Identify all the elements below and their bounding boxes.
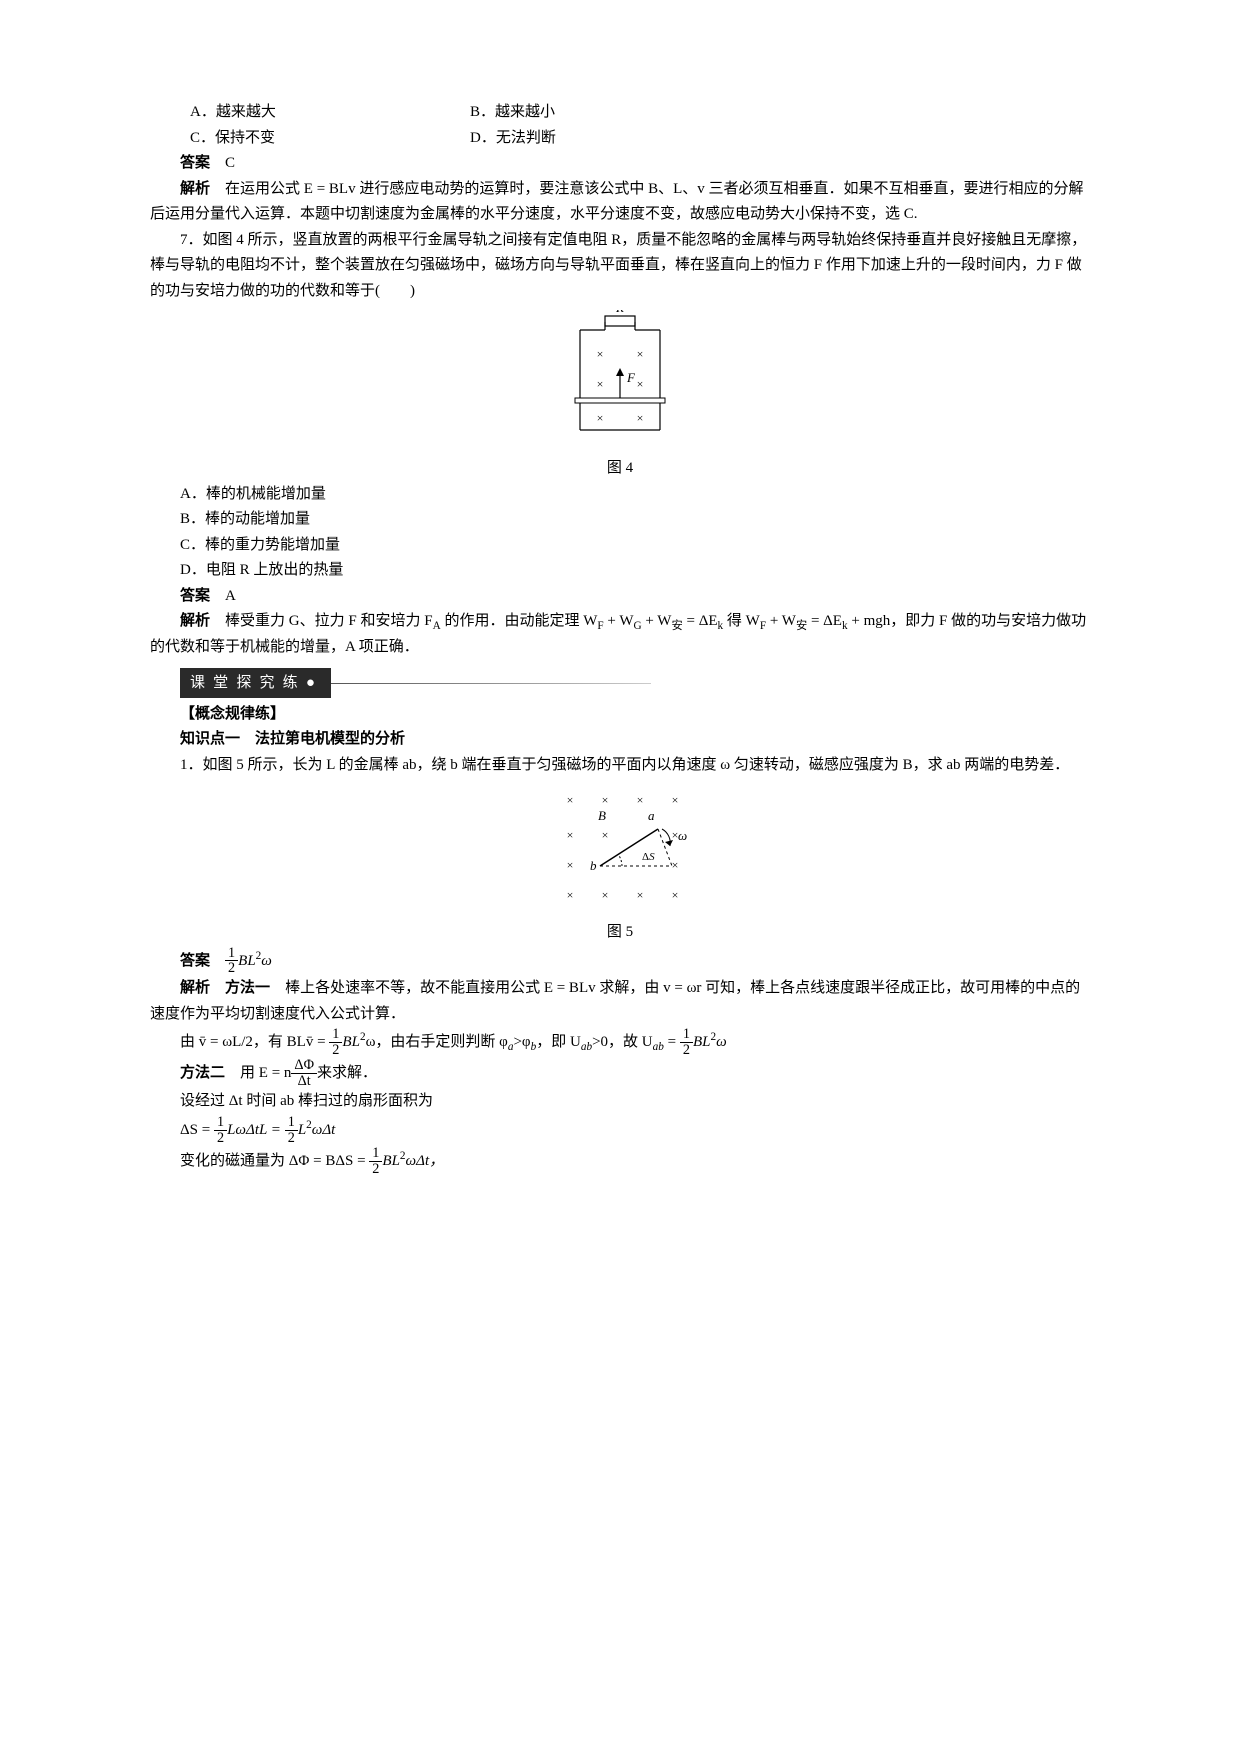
option-d: D．无法判断 (470, 126, 750, 152)
p1-method1: 解析 方法一 棒上各处速率不等，故不能直接用公式 E = BLv 求解，由 v … (150, 976, 1090, 1027)
svg-text:×: × (672, 793, 679, 807)
svg-text:×: × (567, 858, 574, 872)
svg-text:F: F (626, 370, 636, 385)
svg-text:ΔS: ΔS (642, 851, 655, 863)
q7-option-c: C．棒的重力势能增加量 (180, 533, 1090, 559)
svg-text:×: × (637, 347, 644, 361)
q7-option-d: D．电阻 R 上放出的热量 (180, 558, 1090, 584)
figure-5: ×××× ××× ×× ×××× B a ω b ΔS (150, 784, 1090, 914)
svg-text:b: b (590, 858, 597, 873)
answer-value: C (225, 155, 235, 171)
svg-text:×: × (637, 411, 644, 425)
p1-line5: 设经过 Δt 时间 ab 棒扫过的扇形面积为 (180, 1089, 1090, 1115)
section-banner: 课 堂 探 究 练 ● (180, 668, 331, 698)
p1-line7: 变化的磁通量为 ΔΦ = BΔS = 12BL2ωΔt， (180, 1146, 1090, 1177)
svg-text:×: × (602, 888, 609, 902)
q7-analysis: 解析 棒受重力 G、拉力 F 和安培力 FA 的作用．由动能定理 WF + WG… (150, 609, 1090, 660)
q6-answer: 答案 C (180, 151, 1090, 177)
svg-text:×: × (637, 793, 644, 807)
method1-label: 方法一 (225, 980, 270, 996)
p1-answer: 答案 12BL2ω (180, 946, 1090, 977)
option-c: C．保持不变 (190, 126, 470, 152)
q6-options: A．越来越大 B．越来越小 (190, 100, 1090, 126)
svg-text:×: × (637, 888, 644, 902)
option-a: A．越来越大 (190, 100, 470, 126)
svg-text:×: × (602, 793, 609, 807)
svg-text:×: × (672, 858, 679, 872)
q7-option-b: B．棒的动能增加量 (180, 507, 1090, 533)
q7-answer: 答案 A (180, 584, 1090, 610)
answer-label: 答案 (180, 155, 210, 171)
figure-4-caption: 图 4 (150, 456, 1090, 482)
p1-line3: 由 v̄ = ωL/2，有 BLv̄ = 12BL2ω，由右手定则判断 φa>φ… (180, 1027, 1090, 1058)
option-b: B．越来越小 (470, 100, 750, 126)
answer-value: A (225, 588, 236, 604)
analysis-text: 在运用公式 E = BLv 进行感应电动势的运算时，要注意该公式中 B、L、v … (150, 181, 1084, 223)
svg-text:×: × (567, 888, 574, 902)
analysis-label: 解析 (180, 613, 210, 629)
answer-label: 答案 (180, 952, 210, 968)
svg-text:a: a (648, 808, 655, 823)
svg-text:ω: ω (678, 828, 687, 843)
q7-option-a: A．棒的机械能增加量 (180, 482, 1090, 508)
method2-label: 方法二 (180, 1065, 225, 1081)
svg-text:×: × (597, 377, 604, 391)
concept-header: 【概念规律练】 (180, 702, 1090, 728)
analysis-label: 解析 (180, 980, 210, 996)
svg-text:×: × (597, 411, 604, 425)
svg-text:R: R (615, 310, 624, 315)
p1-method2: 方法二 用 E = nΔΦΔt来求解． (180, 1058, 1090, 1089)
svg-text:×: × (637, 377, 644, 391)
svg-text:B: B (598, 808, 606, 823)
q6-options-row2: C．保持不变 D．无法判断 (190, 126, 1090, 152)
svg-text:×: × (567, 793, 574, 807)
svg-text:×: × (567, 828, 574, 842)
p1-stem: 1．如图 5 所示，长为 L 的金属棒 ab，绕 b 端在垂直于匀强磁场的平面内… (150, 753, 1090, 779)
svg-text:×: × (597, 347, 604, 361)
knowledge-header: 知识点一 法拉第电机模型的分析 (180, 727, 1090, 753)
svg-text:×: × (602, 828, 609, 842)
q7-stem: 7．如图 4 所示，竖直放置的两根平行金属导轨之间接有定值电阻 R，质量不能忽略… (150, 228, 1090, 305)
figure-5-caption: 图 5 (150, 920, 1090, 946)
analysis-label: 解析 (180, 181, 210, 197)
p1-line6: ΔS = 12LωΔtL = 12L2ωΔt (180, 1115, 1090, 1146)
q6-analysis: 解析 在运用公式 E = BLv 进行感应电动势的运算时，要注意该公式中 B、L… (150, 177, 1090, 228)
figure-4: R × × × × × × F (150, 310, 1090, 450)
method1-text: 棒上各处速率不等，故不能直接用公式 E = BLv 求解，由 v = ωr 可知… (150, 980, 1080, 1022)
svg-text:×: × (672, 888, 679, 902)
answer-label: 答案 (180, 588, 210, 604)
